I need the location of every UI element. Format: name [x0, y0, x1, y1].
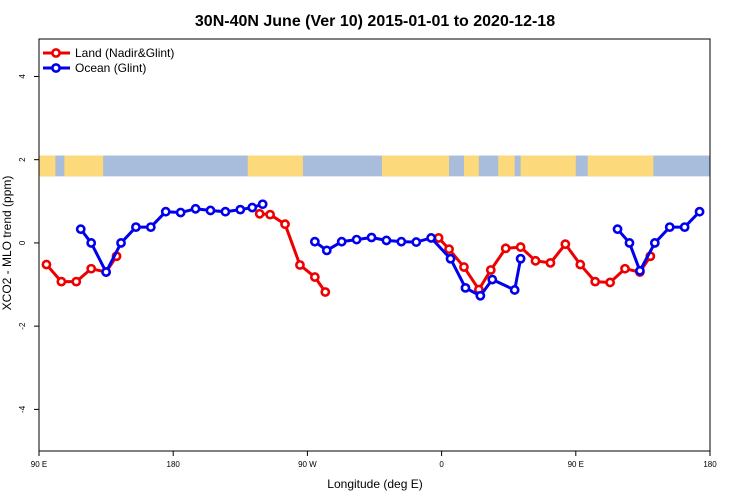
plot-frame — [38, 38, 711, 452]
legend-marker — [51, 48, 61, 58]
data-point — [396, 236, 407, 247]
data-point — [220, 206, 231, 217]
data-point — [56, 276, 67, 287]
data-point — [366, 232, 377, 243]
data-point — [336, 236, 347, 247]
data-point — [295, 260, 305, 270]
data-point — [624, 238, 635, 248]
data-point — [575, 259, 586, 270]
x-axis-label: Longitude (deg E) — [327, 477, 422, 491]
data-point — [433, 233, 444, 243]
data-point — [460, 282, 471, 293]
data-point — [545, 257, 556, 268]
data-point — [254, 208, 265, 219]
data-point — [75, 224, 86, 235]
data-point — [321, 245, 332, 256]
data-point — [86, 238, 97, 248]
data-point — [247, 202, 258, 213]
plot-series — [41, 199, 705, 301]
y-tick-label: -4 — [18, 405, 27, 413]
world-map-strip — [39, 155, 710, 177]
data-point — [411, 237, 422, 247]
data-point — [351, 234, 362, 245]
data-point — [426, 233, 437, 243]
x-tick-label: 0 — [439, 460, 444, 469]
data-point — [445, 253, 456, 264]
data-point — [131, 222, 141, 233]
data-point — [515, 242, 526, 252]
map-land — [247, 155, 303, 177]
chart-title: 30N-40N June (Ver 10) 2015-01-01 to 2020… — [195, 13, 555, 30]
data-point — [309, 236, 320, 247]
map-land — [39, 155, 56, 177]
data-point — [145, 222, 156, 233]
data-point — [612, 224, 623, 235]
data-point — [530, 255, 541, 266]
y-tick-label: 0 — [18, 240, 27, 245]
data-point — [265, 209, 276, 220]
y-tick-label: -2 — [18, 322, 27, 330]
legend-marker — [51, 63, 61, 73]
y-tick-label: 4 — [18, 74, 27, 79]
x-tick-label: 90 W — [298, 460, 317, 469]
data-point — [309, 272, 320, 282]
data-point — [694, 206, 705, 217]
data-point — [86, 263, 97, 274]
data-point — [190, 203, 201, 214]
map-land — [520, 155, 576, 177]
map-land — [64, 155, 104, 177]
data-point — [101, 267, 111, 277]
data-point — [509, 285, 520, 295]
x-tick-label: 90 E — [31, 460, 47, 469]
data-point — [635, 265, 645, 276]
legend-label: Ocean (Glint) — [75, 61, 146, 75]
data-point — [444, 244, 454, 255]
data-point — [116, 238, 126, 248]
series-ocean-glint — [75, 199, 705, 301]
data-point — [175, 207, 186, 218]
series-line — [437, 236, 652, 292]
data-point — [205, 205, 216, 216]
data-point — [620, 263, 630, 274]
y-axis-label: XCO2 - MLO trend (ppm) — [0, 176, 14, 311]
data-point — [459, 262, 469, 272]
data-point — [515, 253, 526, 264]
data-point — [649, 238, 660, 248]
map-land — [463, 155, 479, 177]
map-land — [587, 155, 654, 177]
data-point — [41, 259, 52, 270]
data-point — [320, 287, 331, 297]
data-point — [664, 222, 675, 233]
x-tick-label: 90 E — [568, 460, 584, 469]
series-line — [79, 202, 264, 274]
data-point — [381, 235, 392, 246]
legend-label: Land (Nadir&Glint) — [75, 46, 174, 60]
data-point — [485, 265, 496, 275]
data-point — [235, 204, 246, 215]
legend: Land (Nadir&Glint)Ocean (Glint) — [43, 46, 174, 75]
data-point — [487, 274, 498, 285]
data-point — [160, 206, 171, 217]
x-tick-label: 180 — [167, 460, 181, 469]
data-point — [590, 276, 601, 287]
y-tick-label: 2 — [18, 157, 27, 162]
data-point — [257, 199, 268, 210]
data-point — [679, 222, 690, 233]
data-point — [500, 243, 511, 254]
map-land — [498, 155, 515, 177]
x-tick-label: 180 — [703, 460, 717, 469]
data-point — [475, 290, 486, 301]
axis-ticks: 90 E 180 90 W 0 90 E 180 -4 -2 0 2 4 — [18, 74, 717, 469]
data-point — [560, 239, 571, 250]
data-point — [280, 219, 290, 230]
data-point — [71, 276, 82, 287]
data-point — [605, 277, 615, 288]
map-land — [381, 155, 450, 177]
